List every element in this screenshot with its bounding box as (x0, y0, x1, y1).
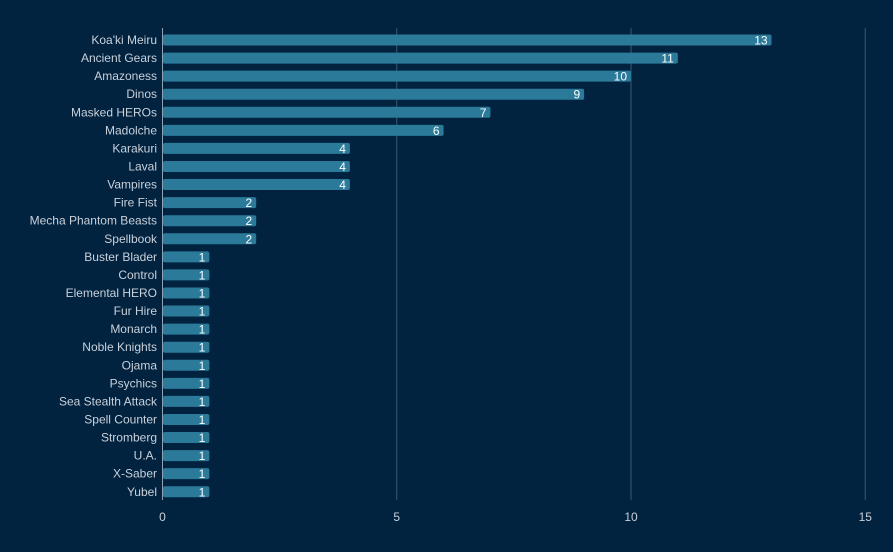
data-label: 7 (480, 106, 487, 120)
bar (163, 70, 631, 82)
data-label: 11 (661, 52, 674, 66)
data-label: 1 (199, 250, 206, 264)
x-tick-labels: 0 5 10 15 (159, 510, 872, 524)
bar (163, 450, 210, 462)
data-label: 1 (199, 286, 206, 300)
bar (163, 197, 257, 209)
x-tick-label: 0 (159, 510, 166, 524)
bar (163, 106, 491, 118)
data-label: 4 (339, 178, 346, 192)
bar (163, 160, 350, 172)
category-label: Koa'ki Meiru (91, 33, 157, 47)
category-label: Madolche (105, 123, 157, 137)
bar (163, 52, 678, 64)
data-label: 4 (339, 142, 346, 156)
category-label: Buster Blader (84, 250, 157, 264)
category-label: Psychics (110, 376, 157, 390)
x-tick-label: 15 (859, 510, 873, 524)
category-label: Yubel (127, 485, 157, 499)
bar (163, 233, 257, 245)
category-label: U.A. (134, 449, 157, 463)
data-label: 10 (614, 70, 628, 84)
bar (163, 305, 210, 317)
category-label: Ancient Gears (81, 51, 157, 65)
data-label: 1 (199, 268, 206, 282)
category-label: Ojama (122, 358, 158, 372)
category-label: Sea Stealth Attack (59, 394, 158, 408)
category-label: X-Saber (113, 467, 157, 481)
data-label: 1 (199, 305, 206, 319)
data-label: 4 (339, 160, 346, 174)
x-tick-label: 5 (393, 510, 400, 524)
category-label: Stromberg (101, 431, 157, 445)
bar (163, 413, 210, 425)
bar (163, 486, 210, 498)
data-label: 1 (199, 467, 206, 481)
data-label: 2 (246, 232, 253, 246)
data-label: 1 (199, 359, 206, 373)
category-label: Karakuri (112, 141, 157, 155)
category-label: Elemental HERO (66, 286, 157, 300)
data-label: 1 (199, 341, 206, 355)
bar (163, 468, 210, 480)
category-label: Mecha Phantom Beasts (30, 214, 157, 228)
category-labels: Koa'ki Meiru Ancient Gears Amazoness Dinos M… (30, 33, 158, 499)
category-label: Noble Knights (82, 340, 157, 354)
bar (163, 395, 210, 407)
category-label: Laval (128, 159, 157, 173)
bar (163, 251, 210, 263)
data-label: 9 (573, 88, 580, 102)
bar (163, 269, 210, 281)
category-label: Monarch (110, 322, 157, 336)
data-label: 13 (754, 34, 768, 48)
bar (163, 359, 210, 371)
bar (163, 323, 210, 335)
bar (163, 377, 210, 389)
bar (163, 179, 350, 191)
bar (163, 432, 210, 444)
category-label: Fur Hire (114, 304, 158, 318)
category-label: Masked HEROs (71, 105, 157, 119)
bar (163, 34, 772, 46)
bar (163, 215, 257, 227)
category-label: Vampires (107, 178, 157, 192)
category-label: Control (118, 268, 157, 282)
category-label: Spellbook (104, 232, 158, 246)
bars (163, 34, 772, 498)
bar (163, 88, 585, 100)
category-label: Dinos (126, 87, 157, 101)
bar (163, 341, 210, 353)
category-label: Amazoness (94, 69, 157, 83)
bar (163, 124, 444, 136)
data-label: 2 (246, 196, 253, 210)
category-label: Fire Fist (114, 196, 158, 210)
bar (163, 287, 210, 299)
data-label: 1 (199, 449, 206, 463)
data-label: 1 (199, 323, 206, 337)
data-label: 1 (199, 413, 206, 427)
data-label: 1 (199, 485, 206, 499)
data-label: 6 (433, 124, 440, 138)
data-label: 1 (199, 431, 206, 445)
data-label: 1 (199, 395, 206, 409)
grid-lines (396, 28, 866, 500)
bar (163, 142, 350, 154)
category-label: Spell Counter (84, 412, 157, 426)
data-label: 2 (246, 214, 253, 228)
data-label: 1 (199, 377, 206, 391)
x-tick-label: 10 (624, 510, 638, 524)
